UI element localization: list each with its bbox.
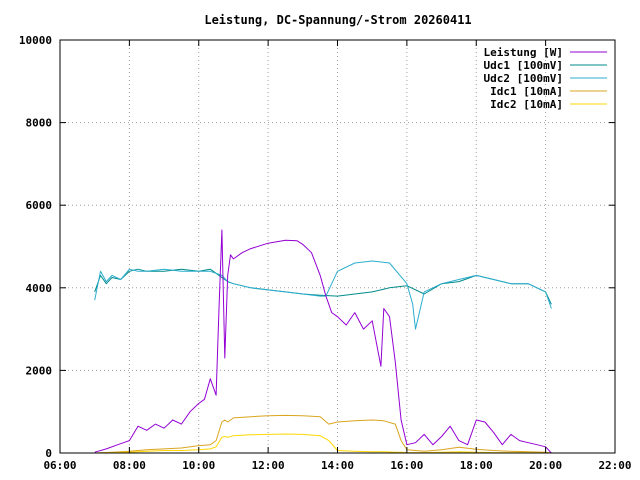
y-tick-label: 4000 <box>26 282 53 295</box>
series-line-leistung-w <box>94 229 552 454</box>
x-tick-label: 18:00 <box>460 459 493 472</box>
x-tick-label: 22:00 <box>598 459 631 472</box>
series-layer <box>94 229 552 454</box>
x-tick-label: 20:00 <box>529 459 562 472</box>
series-line-idc2-10ma <box>94 433 552 454</box>
x-tick-label: 06:00 <box>43 459 76 472</box>
y-tick-label: 2000 <box>26 364 53 377</box>
y-tick-label: 10000 <box>19 34 52 47</box>
x-tick-label: 12:00 <box>252 459 285 472</box>
y-tick-label: 6000 <box>26 199 53 212</box>
legend: Leistung [W]Udc1 [100mV]Udc2 [100mV]Idc1… <box>484 46 607 111</box>
legend-label: Udc1 [100mV] <box>484 59 563 72</box>
y-tick-label: 0 <box>45 447 52 460</box>
legend-label: Leistung [W] <box>484 46 563 59</box>
x-tick-label: 14:00 <box>321 459 354 472</box>
series-line-udc2-100mv <box>94 260 552 330</box>
chart-title: Leistung, DC-Spannung/-Strom 20260411 <box>204 13 471 27</box>
x-tick-label: 08:00 <box>113 459 146 472</box>
series-line-idc1-10ma <box>94 414 552 454</box>
legend-label: Idc1 [10mA] <box>490 85 563 98</box>
x-tick-label: 10:00 <box>182 459 215 472</box>
x-tick-label: 16:00 <box>390 459 423 472</box>
grid <box>60 40 615 453</box>
legend-label: Udc2 [100mV] <box>484 72 563 85</box>
y-tick-label: 8000 <box>26 117 53 130</box>
legend-label: Idc2 [10mA] <box>490 98 563 111</box>
ticks: 06:00 08:00 10:00 12:00 14:00 16:00 18:00 20:00… <box>19 34 632 472</box>
